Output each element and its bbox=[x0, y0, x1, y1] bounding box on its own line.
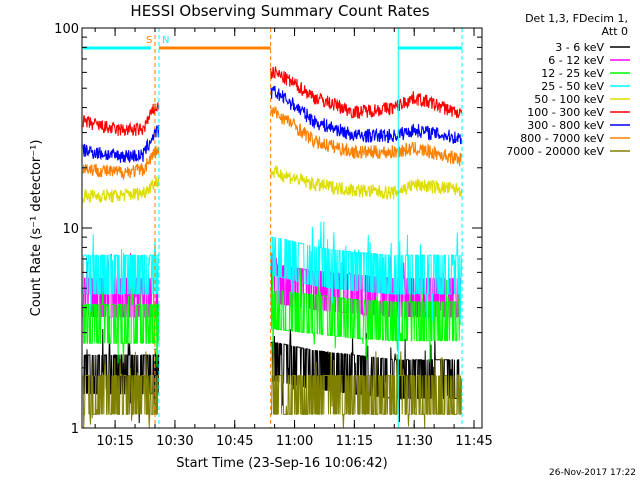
series-12-25-kev bbox=[82, 268, 462, 368]
legend-label: 12 - 25 keV bbox=[541, 67, 604, 80]
footer-date: 26-Nov-2017 17:22 bbox=[549, 468, 636, 478]
x-tick-label: 11:30 bbox=[395, 434, 432, 449]
series-100-300-kev bbox=[82, 66, 463, 137]
x-tick-label: 11:00 bbox=[276, 434, 313, 449]
series-line bbox=[82, 282, 160, 368]
axes: 10:15 10:30 10:45 11:00 11:15 11:30 11:45 1 10 10… bbox=[54, 22, 493, 449]
legend-label: 300 - 800 keV bbox=[527, 119, 604, 132]
series-50-100-kev bbox=[82, 164, 463, 204]
legend-label: 100 - 300 keV bbox=[527, 106, 604, 119]
x-tick-label: 11:45 bbox=[455, 434, 492, 449]
series-25-50-kev bbox=[82, 221, 463, 322]
series-line bbox=[270, 351, 463, 429]
x-tick-label: 11:15 bbox=[336, 434, 373, 449]
series-line bbox=[270, 85, 463, 145]
series-line bbox=[82, 351, 159, 429]
series-line bbox=[270, 249, 462, 335]
flag-label: N bbox=[162, 35, 169, 46]
legend-label: 800 - 7000 keV bbox=[520, 132, 604, 145]
y-tick-label: 10 bbox=[62, 222, 79, 237]
series-line bbox=[82, 234, 159, 313]
series-line bbox=[270, 105, 462, 167]
series-7000-20000-kev bbox=[82, 351, 463, 429]
legend-label: 3 - 6 keV bbox=[555, 41, 604, 54]
series-line bbox=[82, 124, 160, 164]
series-800-7000-kev bbox=[82, 105, 462, 181]
x-tick-label: 10:30 bbox=[156, 434, 193, 449]
legend-label: 25 - 50 keV bbox=[541, 80, 604, 93]
y-axis-label: Count Rate (s⁻¹ detector⁻¹) bbox=[29, 140, 44, 317]
legend-title: Det 1,3, FDecim 1, bbox=[525, 12, 628, 25]
series-line bbox=[82, 145, 160, 181]
legend-label: 6 - 12 keV bbox=[548, 54, 604, 67]
series-line bbox=[270, 66, 463, 119]
series-line bbox=[270, 268, 462, 363]
series-300-800-kev bbox=[82, 85, 463, 164]
x-tick-label: 10:45 bbox=[216, 434, 253, 449]
series-line bbox=[270, 164, 463, 200]
y-tick-label: 1 bbox=[71, 422, 79, 437]
series-line bbox=[270, 221, 463, 322]
x-axis-label: Start Time (23-Sep-16 10:06:42) bbox=[176, 456, 387, 471]
legend-label: 7000 - 20000 keV bbox=[506, 145, 604, 158]
series-line bbox=[82, 101, 160, 137]
series-line bbox=[82, 176, 160, 204]
flag-label: S bbox=[146, 35, 152, 46]
x-tick-label: 10:15 bbox=[96, 434, 133, 449]
legend-label: 50 - 100 keV bbox=[534, 93, 604, 106]
legend-title: Att 0 bbox=[602, 25, 628, 38]
chart-title: HESSI Observing Summary Count Rates bbox=[130, 2, 429, 20]
y-tick-label: 100 bbox=[54, 22, 79, 37]
